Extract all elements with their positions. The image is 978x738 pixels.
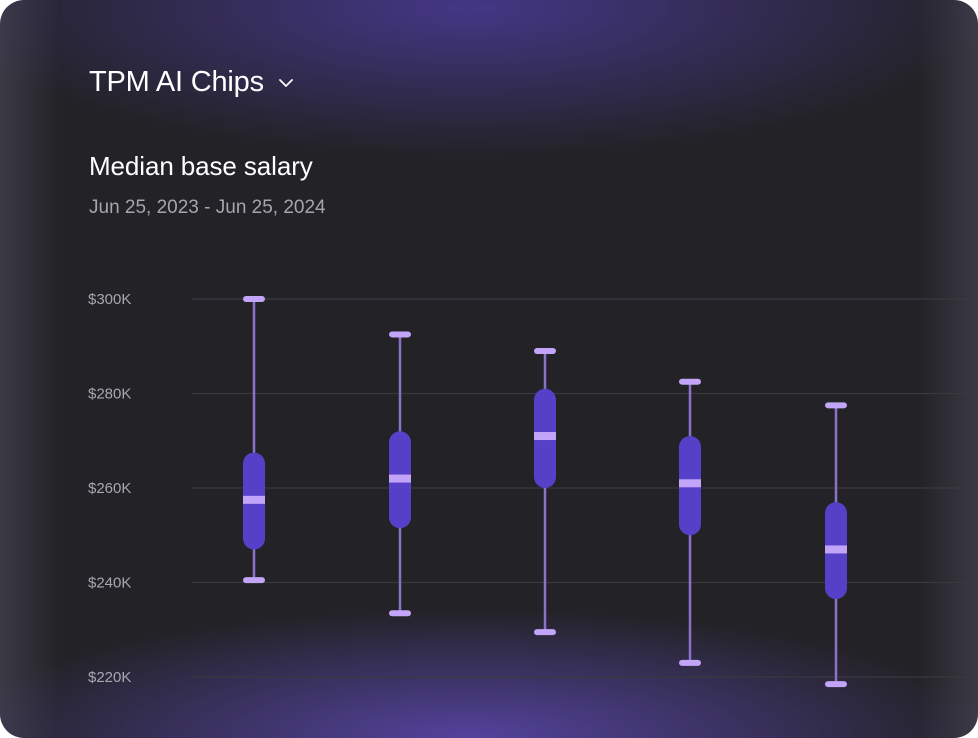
role-title: TPM AI Chips <box>89 66 264 98</box>
median-marker <box>825 545 847 554</box>
whisker-cap-min <box>534 629 556 636</box>
whisker-cap-min <box>679 659 701 666</box>
role-selector[interactable]: TPM AI Chips <box>89 66 294 99</box>
chart-title: Median base salary <box>89 151 313 181</box>
whisker-cap-min <box>389 610 411 617</box>
median-marker <box>243 495 265 504</box>
y-tick-label: $280K <box>88 386 131 403</box>
whisker-cap-min <box>243 577 265 584</box>
y-tick-label: $220K <box>88 669 131 686</box>
median-marker <box>389 474 411 483</box>
whisker-cap-max <box>534 347 556 354</box>
whisker-cap-max <box>679 378 701 385</box>
median-marker <box>534 432 556 441</box>
y-tick-label: $300K <box>88 291 131 308</box>
whisker-cap-max <box>825 402 847 409</box>
date-range: Jun 25, 2023 - Jun 25, 2024 <box>89 197 326 218</box>
whisker-cap-max <box>243 296 265 302</box>
whisker-cap-max <box>389 331 411 338</box>
whisker-cap-min <box>825 681 847 688</box>
chevron-down-icon[interactable] <box>278 78 294 88</box>
median-marker <box>679 479 701 488</box>
y-tick-label: $260K <box>88 480 131 497</box>
y-tick-label: $240K <box>88 575 131 592</box>
